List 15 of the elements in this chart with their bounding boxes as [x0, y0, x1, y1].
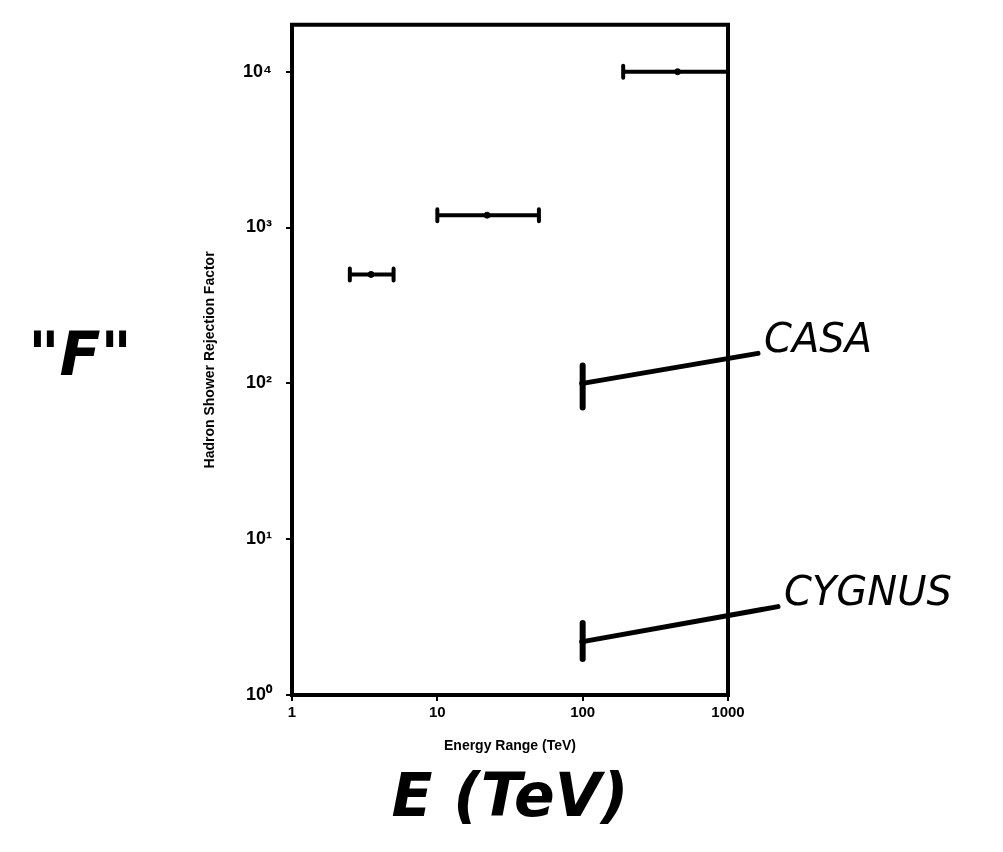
y-tick-label: 10³: [245, 216, 273, 237]
x-tick-label: 10: [428, 703, 446, 721]
y-tick-label: 10¹: [245, 528, 273, 549]
x-tick-label: 100: [570, 703, 596, 721]
x-tick-label: 1000: [711, 703, 745, 721]
x-tick-label: 1: [287, 703, 297, 721]
y-tick-label: 10⁴: [243, 60, 272, 81]
text: "F": [28, 319, 132, 390]
y-tick-label: 10⁰: [245, 683, 273, 704]
x-axis-title: Energy Range (TeV): [444, 737, 576, 754]
y-tick-label: 10²: [245, 372, 273, 393]
y-axis-title: Hadron Shower Rejection Factor: [201, 250, 218, 469]
annotation: CYGNUS: [784, 568, 952, 615]
text: E (TeV): [391, 759, 629, 830]
annotation: CASA: [764, 314, 873, 361]
